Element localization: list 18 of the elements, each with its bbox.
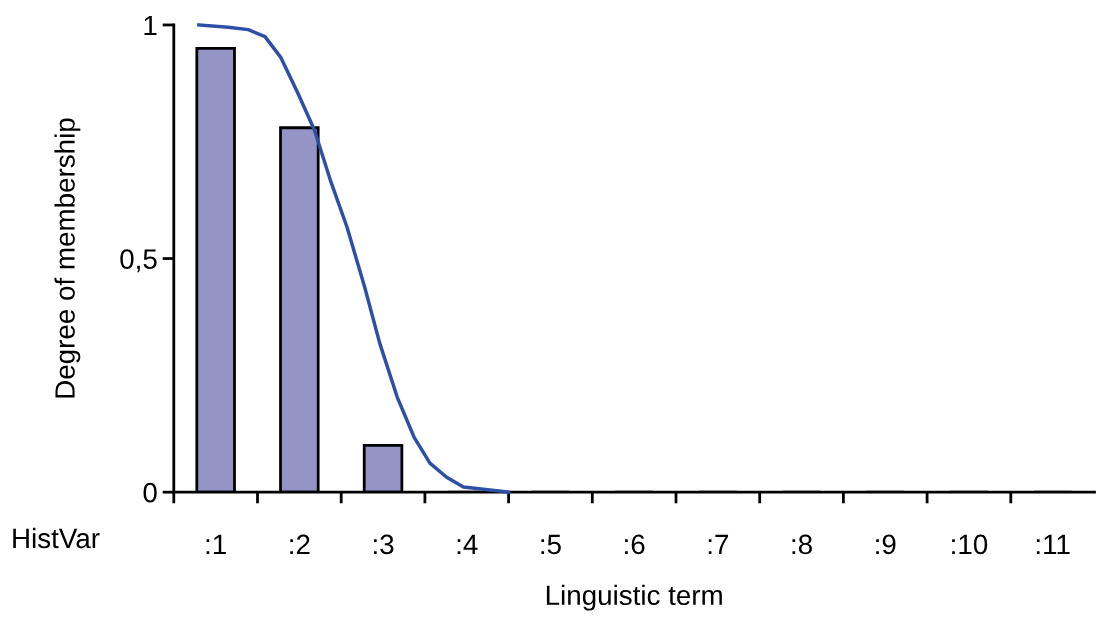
- x-axis-title: Linguistic term: [546, 584, 722, 611]
- y-tick-label: 0,5: [120, 249, 157, 273]
- y-tick-label: 0: [143, 482, 157, 503]
- y-axis-title: Degree of membership: [54, 118, 81, 398]
- x-tick-label: :2: [290, 534, 310, 554]
- line-series: [197, 23, 511, 494]
- x-tick-label: :6: [625, 534, 645, 555]
- x-tick-label: :10: [952, 534, 988, 555]
- x-tick-label: :7: [708, 534, 729, 554]
- x-tick-label: :4: [457, 534, 478, 554]
- x-tick-label: :11: [1036, 534, 1070, 554]
- x-tick-label: :5: [541, 534, 561, 555]
- x-tick-label: :9: [876, 534, 896, 555]
- y-tick-label: 1: [144, 15, 157, 36]
- x-tick-label: :1: [206, 534, 226, 554]
- x-tick-label: :8: [792, 534, 812, 555]
- text: HistVar: [13, 527, 100, 549]
- x-tick-label: :3: [374, 534, 394, 555]
